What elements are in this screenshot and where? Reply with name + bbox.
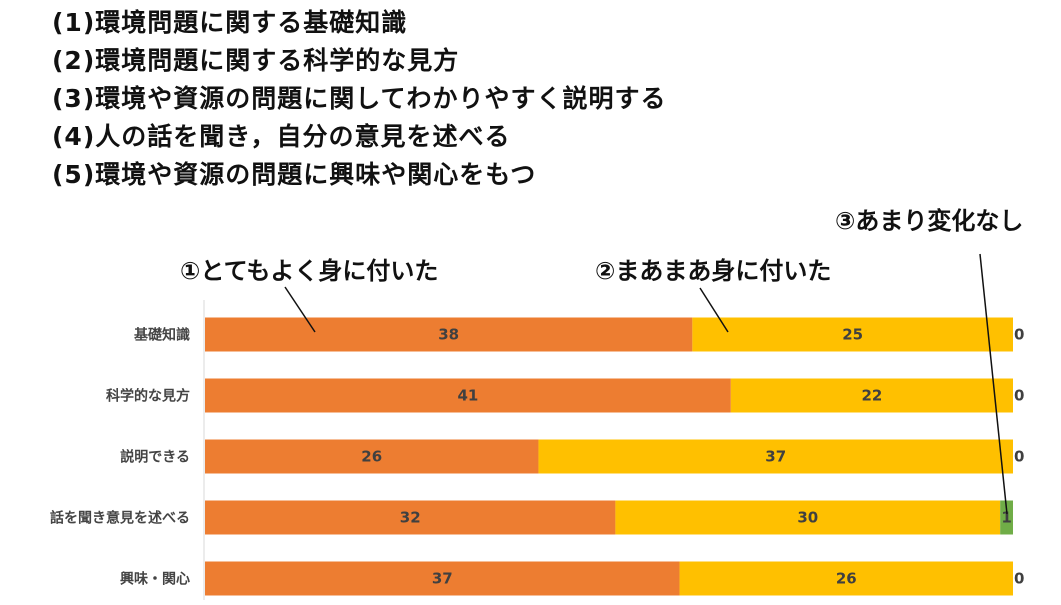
data-label: 22 — [861, 387, 882, 405]
data-label: 26 — [836, 570, 857, 588]
category-label: 話を聞き意見を述べる — [50, 510, 190, 527]
bar-segment — [679, 561, 1013, 596]
bar-segment — [615, 500, 1001, 535]
heading-item: (3)環境や資源の問題に関してわかりやすく説明する — [52, 84, 667, 113]
data-label: 41 — [457, 387, 478, 405]
heading-item: (5)環境や資源の問題に興味や関心をもつ — [52, 160, 537, 189]
heading-item: (1)環境問題に関する基礎知識 — [52, 8, 408, 37]
category-label: 興味・関心 — [120, 572, 190, 588]
category-label: 科学的な見方 — [106, 388, 190, 405]
bar-segment — [205, 439, 539, 474]
callout-leader-line — [979, 253, 1008, 515]
category-label: 基礎知識 — [134, 327, 190, 344]
bar-segment — [205, 317, 693, 352]
data-label: 26 — [361, 448, 382, 466]
data-label: 0 — [1014, 387, 1024, 405]
bar-segment — [1000, 500, 1013, 535]
heading-item: (2)環境問題に関する科学的な見方 — [52, 46, 460, 75]
callout-leader-line — [284, 286, 316, 333]
series-callout-label: ③あまり変化なし — [835, 207, 1023, 235]
data-label: 0 — [1014, 326, 1024, 344]
data-label: 1 — [1001, 509, 1011, 527]
data-label: 38 — [438, 326, 459, 344]
bar-segment — [205, 500, 616, 535]
bar-segment — [538, 439, 1013, 474]
bar-segment — [692, 317, 1013, 352]
series-callout-label: ②まあまあ身に付いた — [595, 257, 831, 285]
series-callout-label: ①とてもよく身に付いた — [180, 257, 438, 285]
heading-item: (4)人の話を聞き，自分の意見を述べる — [52, 122, 511, 151]
data-label: 37 — [765, 448, 786, 466]
bar-segment — [730, 378, 1013, 413]
heading-list: (1)環境問題に関する基礎知識 (2)環境問題に関する科学的な見方 (3)環境や資源… — [52, 4, 667, 194]
bar-segment — [205, 378, 731, 413]
data-label: 0 — [1014, 448, 1024, 466]
data-label: 25 — [842, 326, 863, 344]
category-label: 説明できる — [120, 449, 190, 466]
data-label: 30 — [797, 509, 818, 527]
data-label: 37 — [432, 570, 453, 588]
bar-segment — [205, 561, 680, 596]
callout-leader-line — [699, 287, 729, 333]
data-label: 32 — [400, 509, 421, 527]
data-label: 0 — [1014, 570, 1024, 588]
